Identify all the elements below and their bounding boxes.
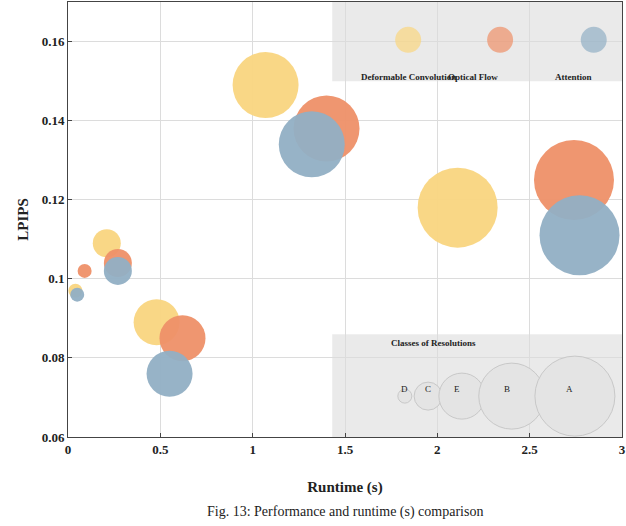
svg-text:A: A [566,384,573,394]
svg-text:B: B [504,384,510,394]
svg-text:LPIPS: LPIPS [15,198,31,241]
svg-text:Fig. 13: Performance and runti: Fig. 13: Performance and runtime (s) com… [207,504,483,520]
svg-text:0.12: 0.12 [42,192,65,207]
svg-text:0.06: 0.06 [42,430,65,445]
svg-text:0.08: 0.08 [42,350,65,365]
svg-text:2.5: 2.5 [522,442,539,457]
svg-text:2: 2 [434,442,441,457]
svg-text:Runtime (s): Runtime (s) [307,479,382,496]
svg-text:0.1: 0.1 [48,271,64,286]
svg-text:0.5: 0.5 [152,442,169,457]
svg-text:C: C [425,384,431,394]
svg-text:1: 1 [249,442,256,457]
svg-text:0.16: 0.16 [42,34,65,49]
svg-text:Optical Flow: Optical Flow [448,72,498,82]
svg-text:E: E [454,384,460,394]
svg-text:Classes of Resolutions: Classes of Resolutions [391,338,476,348]
svg-text:D: D [401,384,408,394]
svg-text:1.5: 1.5 [337,442,354,457]
svg-text:0.14: 0.14 [42,113,65,128]
svg-text:Attention: Attention [555,72,592,82]
svg-text:Deformable Convolution: Deformable Convolution [361,72,456,82]
svg-text:0: 0 [65,442,72,457]
svg-text:3: 3 [619,442,626,457]
